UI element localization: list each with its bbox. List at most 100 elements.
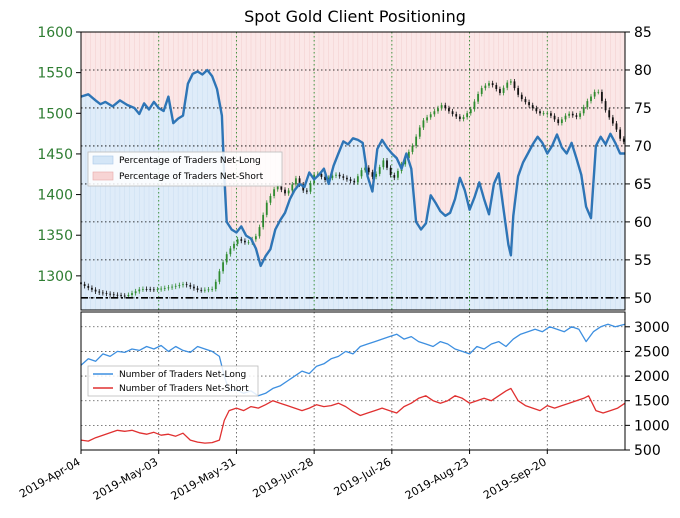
candle-body <box>360 170 363 177</box>
x-tick-label: 2019-Jul-26 <box>332 455 394 498</box>
candle-body <box>535 108 538 112</box>
candle-body <box>622 138 625 142</box>
candle-body <box>375 173 377 177</box>
candle-body <box>451 111 454 115</box>
right-tick-label: 50 <box>634 291 652 307</box>
candle-body <box>265 202 268 215</box>
candle-body <box>389 167 392 176</box>
x-tick-label: 2019-Aug-23 <box>403 455 471 502</box>
candle-body <box>517 88 520 95</box>
candle-body <box>254 236 257 240</box>
candle-body <box>477 93 479 102</box>
candle-body <box>590 96 592 102</box>
candle-body <box>91 287 93 290</box>
candle-body <box>346 177 348 180</box>
candle-body <box>579 113 581 117</box>
bottom-legend-box <box>87 365 259 397</box>
candle-body <box>291 184 294 191</box>
candle-body <box>142 289 144 290</box>
candle-body <box>437 108 439 112</box>
candle-body <box>473 101 476 110</box>
legend-label-count-long: Number of Traders Net-Long <box>119 370 246 380</box>
candle-body <box>397 171 399 178</box>
bottom-right-tick-label: 1500 <box>634 394 670 410</box>
x-tick-label: 2019-May-31 <box>169 455 238 503</box>
candle-body <box>604 101 607 111</box>
candle-body <box>601 91 603 102</box>
candle-body <box>488 83 490 86</box>
candle-body <box>284 189 286 194</box>
candle-body <box>280 186 283 190</box>
candle-body <box>499 89 501 93</box>
candle-body <box>149 289 152 291</box>
candle-body <box>429 114 432 118</box>
candle-body <box>484 85 487 89</box>
candle-body <box>214 281 217 290</box>
candle-body <box>98 291 101 293</box>
candle-body <box>539 111 541 114</box>
candle-body <box>101 292 104 294</box>
right-tick-label: 55 <box>634 253 652 269</box>
candle-body <box>123 295 126 297</box>
candle-body <box>320 173 323 177</box>
right-tick-label: 60 <box>634 215 652 231</box>
left-tick-label: 1600 <box>37 25 73 41</box>
candle-body <box>444 105 447 109</box>
x-tick-label: 2019-May-03 <box>91 455 160 503</box>
candle-body <box>440 105 443 109</box>
candle-body <box>557 119 560 124</box>
top-legend: Percentage of Traders Net-Long Percentag… <box>87 151 283 187</box>
candle-body <box>455 114 458 117</box>
candle-body <box>353 180 356 183</box>
candle-body <box>327 177 330 180</box>
top-plot-frame <box>80 31 626 311</box>
net-long-line <box>80 68 625 268</box>
candle-body <box>152 289 155 291</box>
candle-body <box>371 172 374 177</box>
left-axis-ticks: 1300 1350 1400 1450 1500 1550 1600 <box>37 25 81 285</box>
candle-body <box>564 115 567 120</box>
candle-body <box>87 286 90 288</box>
bottom-plot-frame <box>80 311 626 451</box>
candle-body <box>458 116 461 119</box>
chart-title: Spot Gold Client Positioning <box>244 7 466 26</box>
candle-body <box>298 178 301 185</box>
left-tick-label: 1400 <box>37 188 73 204</box>
candle-body <box>127 294 130 297</box>
candle-body <box>196 288 199 290</box>
candle-body <box>160 288 163 290</box>
candle-body <box>386 160 388 168</box>
legend-swatch-net-short <box>92 171 114 181</box>
candle-body <box>112 294 115 296</box>
gold-price-candles <box>80 78 625 299</box>
candle-body <box>207 289 210 291</box>
candle-body <box>513 81 516 89</box>
candle-body <box>120 295 122 297</box>
candle-body <box>131 293 133 295</box>
right-tick-label: 85 <box>634 25 652 41</box>
x-tick-label: 2019-Jun-28 <box>250 455 315 500</box>
candle-body <box>211 289 214 290</box>
right-tick-label: 80 <box>634 63 652 79</box>
candle-body <box>466 113 469 118</box>
candle-body <box>276 186 279 190</box>
candle-body <box>560 119 563 124</box>
candle-body <box>240 239 243 241</box>
candle-body <box>593 91 596 97</box>
candle-body <box>571 113 574 116</box>
candle-body <box>582 107 585 114</box>
candle-body <box>338 174 341 177</box>
bottom-right-tick-label: 2500 <box>634 344 670 360</box>
top-legend-box <box>87 151 283 187</box>
candle-body <box>411 145 414 152</box>
candle-body <box>407 151 410 158</box>
candle-body <box>193 286 195 289</box>
candle-body <box>236 239 239 244</box>
candle-body <box>94 289 97 292</box>
candle-body <box>262 214 265 228</box>
candle-body <box>524 99 527 103</box>
candle-body <box>611 117 614 124</box>
candle-body <box>247 242 250 244</box>
bottom-legend: Number of Traders Net-Long Number of Tra… <box>87 365 259 397</box>
right-tick-label: 65 <box>634 177 652 193</box>
